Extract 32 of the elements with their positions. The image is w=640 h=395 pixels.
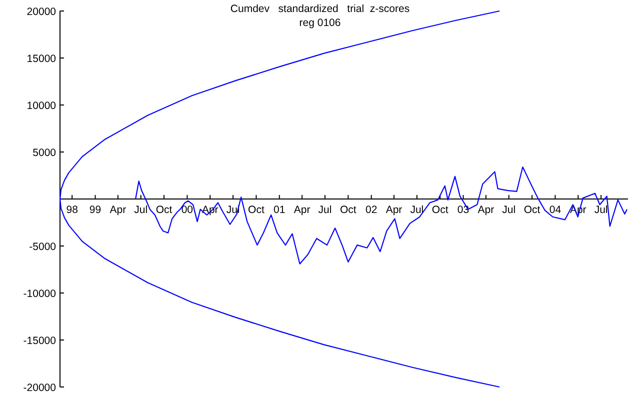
y-tick-label: 5000: [32, 147, 56, 159]
x-tick-label: Jul: [318, 204, 332, 216]
x-tick-label: 01: [274, 204, 286, 216]
x-tick-label: Jul: [134, 204, 148, 216]
y-tick-label: -20000: [23, 382, 56, 394]
x-tick-label: Jul: [502, 204, 516, 216]
x-tick-label: 02: [365, 204, 378, 216]
x-tick-label: Oct: [156, 204, 172, 216]
x-tick-label: Oct: [524, 204, 540, 216]
y-tick-label: 10000: [26, 100, 56, 112]
x-tick-label: Apr: [294, 204, 311, 216]
x-tick-label: Apr: [478, 204, 495, 216]
x-tick-label: Apr: [110, 204, 127, 216]
x-tick-label: 00: [181, 204, 194, 216]
x-tick-label: Jul: [410, 204, 424, 216]
y-tick-label: -5000: [29, 241, 56, 253]
x-tick-label: Oct: [432, 204, 448, 216]
line-series: [135, 166, 628, 264]
x-tick-label: 99: [89, 204, 102, 216]
x-tick-label: Oct: [248, 204, 264, 216]
x-tick-label: 04: [549, 204, 562, 216]
x-tick-label: 98: [66, 204, 78, 216]
x-tick-label: Jul: [594, 204, 608, 216]
y-tick-label: -10000: [23, 288, 56, 300]
x-tick-label: 03: [457, 204, 470, 216]
y-tick-label: -15000: [23, 335, 56, 347]
x-tick-label: Apr: [386, 204, 403, 216]
text: reg 0106: [299, 17, 341, 29]
y-tick-label: 20000: [26, 6, 56, 18]
chart-title: Cumdev standardized trial z-scores: [230, 3, 410, 15]
y-tick-label: 15000: [26, 53, 56, 65]
x-tick-label: Oct: [340, 204, 356, 216]
